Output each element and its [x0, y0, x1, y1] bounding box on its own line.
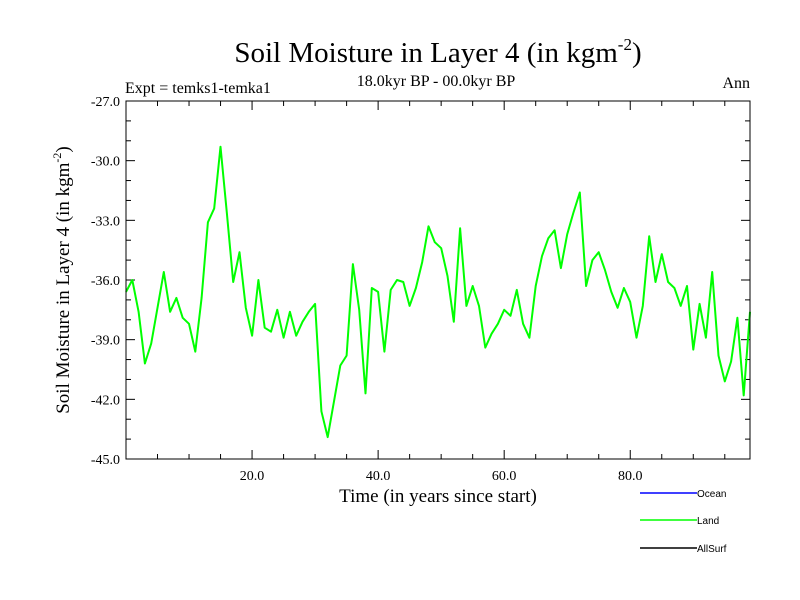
- chart-title: Soil Moisture in Layer 4 (in kgm-2): [234, 35, 641, 69]
- subtitle-center: 18.0kyr BP - 00.0kyr BP: [357, 73, 516, 90]
- series-group: [125, 145, 751, 439]
- x-tick-label: 80.0: [618, 469, 643, 484]
- legend-label-ocean: Ocean: [697, 489, 726, 500]
- legend-label-allsurf: AllSurf: [697, 544, 727, 555]
- subtitle-left: Expt = temks1-temka1: [125, 80, 271, 97]
- y-axis-label: Soil Moisture in Layer 4 (in kgm-2): [50, 146, 74, 414]
- y-tick-label: -33.0: [91, 214, 120, 229]
- x-axis-label: Time (in years since start): [339, 486, 537, 507]
- plot-frame: [125, 100, 751, 460]
- axis-tick-labels: -45.0 -42.0 -39.0 -36.0 -33.0 -30.0 -27.0 20.0 4…: [91, 95, 643, 484]
- x-tick-label: 60.0: [492, 469, 517, 484]
- y-tick-label: -45.0: [91, 453, 120, 468]
- legend: Ocean Land AllSurf: [640, 489, 727, 555]
- x-tick-label: 40.0: [366, 469, 391, 484]
- y-tick-label: -27.0: [91, 95, 120, 110]
- subtitle-right: Ann: [722, 75, 750, 92]
- series-line-land: [125, 145, 751, 439]
- y-tick-label: -30.0: [91, 155, 120, 170]
- y-tick-label: -36.0: [91, 274, 120, 289]
- x-tick-label: 20.0: [240, 469, 265, 484]
- y-tick-label: -42.0: [91, 393, 120, 408]
- legend-label-land: Land: [697, 516, 719, 527]
- y-tick-label: -39.0: [91, 334, 120, 349]
